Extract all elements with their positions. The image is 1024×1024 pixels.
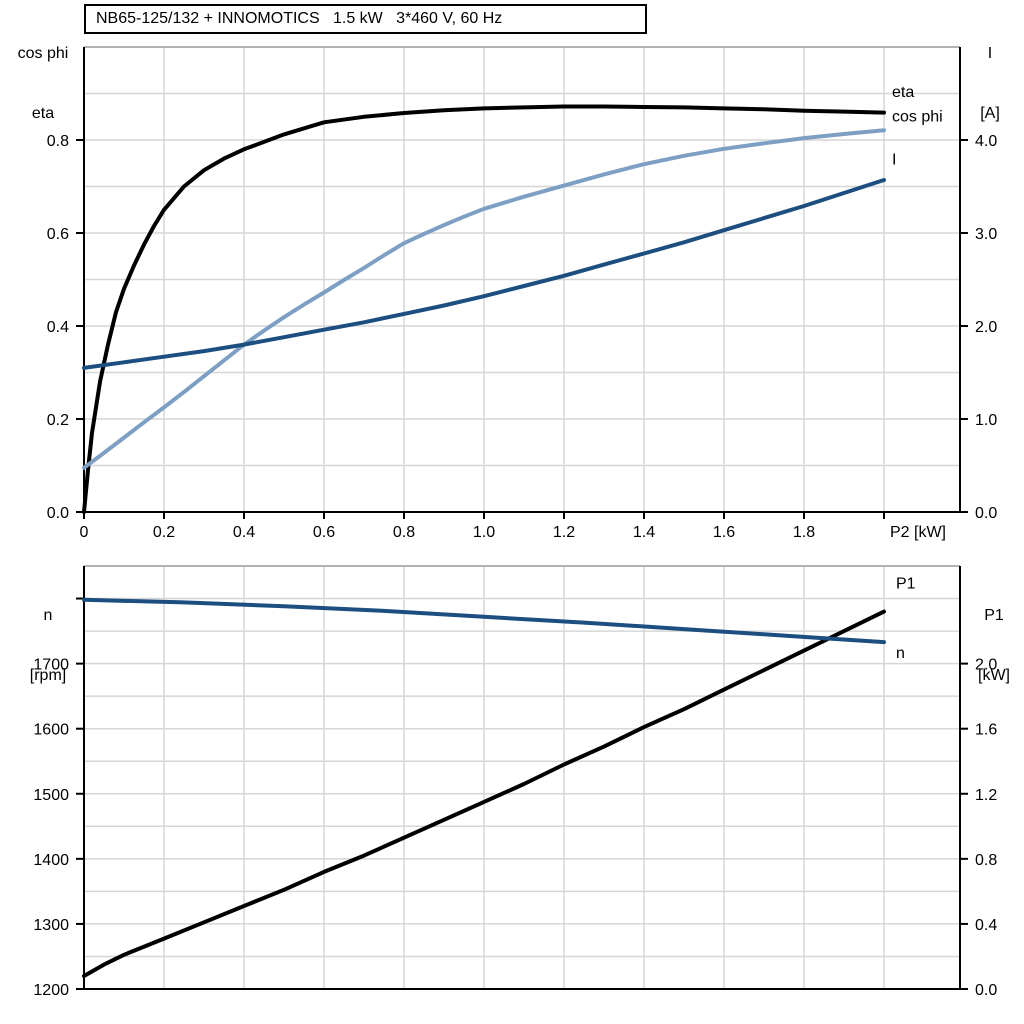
right-tick-label: 1.0	[975, 412, 997, 429]
axis-header-cos-phi: cos phi	[17, 45, 69, 62]
top-left-axis-ticks: 0.0 0.2 0.4 0.6 0.8	[47, 133, 84, 522]
left-tick-label: 1400	[33, 852, 69, 869]
axis-header-p1: P1	[984, 607, 1004, 624]
x-tick-label: 1.2	[553, 524, 575, 541]
x-tick-label: 1.4	[633, 524, 655, 541]
axis-header-current-unit: [A]	[980, 105, 1000, 122]
top-x-axis-ticks: 0 0.2 0.4 0.6 0.8 1.0 1.2 1.4 1.6 1.8 P2 [kW]	[80, 512, 946, 541]
chart-title-box: NB65-125/132 + INNOMOTICS 1.5 kW 3*460 V…	[84, 4, 647, 34]
left-tick-label: 0.2	[47, 412, 69, 429]
right-tick-label: 0.0	[975, 505, 997, 522]
right-tick-label: 2.0	[975, 319, 997, 336]
n-curve	[82, 597, 886, 645]
x-tick-label: 0	[80, 524, 89, 541]
bottom-right-axis-ticks: 0.0 0.4 0.8 1.2 1.6 2.0	[960, 657, 997, 999]
x-axis-title: P2 [kW]	[890, 524, 946, 541]
x-tick-label: 1.6	[713, 524, 735, 541]
x-tick-label: 0.4	[233, 524, 255, 541]
bottom-chart: 1200 1300 1400 1500 1600 1700 0.0 0.4 0.8 1.2 1.6 2…	[33, 565, 997, 999]
right-tick-label: 1.6	[975, 722, 997, 739]
left-tick-label: 1700	[33, 657, 69, 674]
axis-header-speed-unit: [rpm]	[29, 667, 67, 684]
I-curve-label: I	[892, 152, 896, 169]
left-tick-label: 1200	[33, 982, 69, 999]
eta-curve	[82, 104, 886, 514]
axis-frame	[83, 47, 961, 513]
left-tick-label: 0.8	[47, 133, 69, 150]
P1-curve	[82, 609, 886, 978]
right-tick-label: 2.0	[975, 657, 997, 674]
x-tick-label: 0.8	[393, 524, 415, 541]
bottom-left-axis-ticks: 1200 1300 1400 1500 1600 1700	[33, 597, 84, 999]
bottom-right-axis-header: P1 [kW]	[964, 566, 1024, 726]
cos-phi-curve-label: cos phi	[892, 108, 943, 125]
top-left-axis-header: cos phi eta	[4, 4, 82, 164]
axis-frame	[83, 566, 961, 990]
right-tick-label: 0.4	[975, 917, 997, 934]
top-chart: 0 0.2 0.4 0.6 0.8 1.0 1.2 1.4 1.6 1.8 P2 [kW]0.00.…	[47, 46, 997, 541]
cos-phi-curve	[82, 128, 886, 470]
x-tick-label: 0.2	[153, 524, 175, 541]
top-gridlines	[84, 47, 960, 512]
n-curve-label: n	[896, 645, 905, 662]
axis-header-p1-unit: [kW]	[978, 667, 1010, 684]
x-tick-label: 1.8	[793, 524, 815, 541]
axis-header-speed: n	[43, 607, 53, 624]
left-tick-label: 1500	[33, 787, 69, 804]
right-tick-label: 0.8	[975, 852, 997, 869]
chart-title: NB65-125/132 + INNOMOTICS 1.5 kW 3*460 V…	[96, 10, 503, 27]
axis-header-current: I	[987, 45, 993, 62]
left-tick-label: 1600	[33, 722, 69, 739]
right-tick-label: 1.2	[975, 787, 997, 804]
x-tick-label: 1.0	[473, 524, 495, 541]
top-right-axis-ticks: 0.0 1.0 2.0 3.0 4.0	[960, 133, 997, 522]
left-tick-label: 0.4	[47, 319, 69, 336]
axis-header-eta: eta	[31, 105, 55, 122]
bottom-gridlines	[84, 566, 960, 989]
right-tick-label: 0.0	[975, 982, 997, 999]
right-tick-label: 3.0	[975, 226, 997, 243]
right-tick-label: 4.0	[975, 133, 997, 150]
x-tick-label: 0.6	[313, 524, 335, 541]
I-curve	[82, 178, 886, 370]
left-tick-label: 0.6	[47, 226, 69, 243]
bottom-left-axis-header: n [rpm]	[13, 566, 83, 726]
P1-curve-label: P1	[896, 575, 916, 592]
left-tick-label: 0.0	[47, 505, 69, 522]
top-right-axis-header: I [A]	[960, 4, 1020, 164]
eta-curve-label: eta	[892, 84, 914, 101]
left-tick-label: 1300	[33, 917, 69, 934]
